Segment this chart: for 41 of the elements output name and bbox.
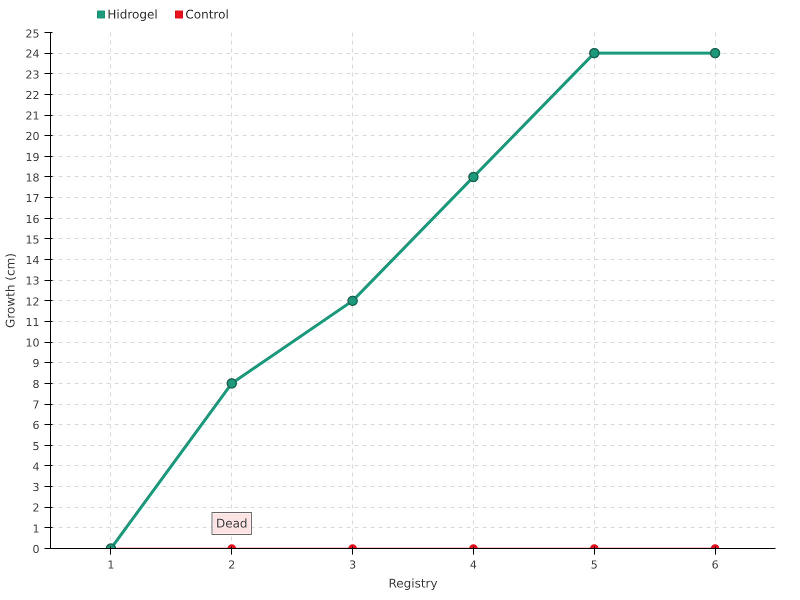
y-tick-label: 1: [32, 522, 40, 536]
x-tick-label: 6: [712, 558, 719, 572]
y-tick-label: 21: [26, 110, 40, 123]
y-tick-label: 5: [32, 440, 40, 453]
y-tick-label: 3: [32, 481, 40, 494]
y-tick-label: 6: [32, 419, 40, 432]
y-tick-label: 15: [26, 233, 40, 246]
y-tick-label: 24: [26, 48, 40, 61]
y-tick-label: 14: [26, 254, 40, 268]
point: [710, 48, 720, 58]
y-tick-label: 13: [26, 274, 40, 288]
y-tick-label: 18: [26, 171, 40, 184]
x-tick-label: 5: [590, 558, 598, 572]
x-tick-label: 2: [228, 558, 236, 572]
legend-label: Control: [185, 8, 229, 22]
x-tick-label: 1: [107, 558, 114, 572]
point: [589, 48, 600, 58]
y-tick-label: 16: [26, 212, 40, 226]
y-tick-label: 8: [32, 378, 40, 391]
y-axis-title: Growth (cm): [4, 253, 18, 328]
y-tick-label: 4: [32, 460, 40, 474]
y-tick-label: 7: [32, 398, 40, 412]
y-tick-label: 10: [26, 336, 40, 350]
y-tick-label: 9: [32, 357, 40, 370]
y-tick-label: 19: [26, 150, 40, 164]
y-tick-label: 2: [32, 502, 40, 515]
y-tick-label: 20: [26, 130, 40, 144]
x-axis-title: Registry: [388, 576, 438, 590]
y-tick-label: 0: [32, 543, 40, 556]
point: [468, 172, 479, 182]
y-tick-label: 23: [26, 68, 40, 82]
y-tick-label: 17: [26, 192, 40, 206]
x-tick-label: 3: [349, 558, 356, 572]
y-tick-label: 12: [26, 295, 40, 308]
y-tick-label: 25: [26, 28, 40, 40]
x-tick-label: 4: [470, 558, 477, 572]
annotation: Dead: [216, 516, 248, 530]
y-tick-label: 22: [26, 88, 40, 102]
point: [347, 296, 358, 306]
legend-label: Hidrogel: [107, 8, 158, 22]
y-tick-label: 11: [26, 316, 40, 329]
